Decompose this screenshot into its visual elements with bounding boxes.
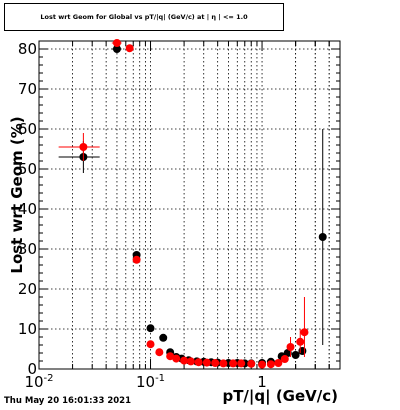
data-point-red	[125, 44, 134, 53]
data-point-red	[166, 352, 175, 361]
chart-title: Lost wrt Geom for Global vs pT/|q| (GeV/…	[40, 13, 248, 21]
y-tick-label: 20	[18, 280, 37, 298]
data-point-red	[286, 343, 295, 351]
data-point-black	[298, 347, 307, 355]
data-point-red	[180, 356, 189, 365]
y-tick-label: 10	[18, 320, 37, 338]
grid-layer	[39, 41, 340, 369]
y-axis-label: Lost wrt Geom (%)	[8, 116, 26, 273]
data-point-red	[112, 39, 121, 47]
data-point-black	[291, 351, 300, 359]
points-layer	[58, 39, 327, 369]
y-tick-label: 80	[18, 40, 37, 58]
y-tick-label: 60	[18, 120, 37, 138]
data-point-red	[229, 359, 238, 368]
x-tick-label: 10-2	[24, 373, 53, 391]
x-tick-label: 1	[257, 373, 267, 391]
axes-layer: 0 10 20 30 40 50 60 70 80 10-2 10-1 1	[18, 40, 341, 391]
data-point-red	[132, 255, 141, 264]
data-point-red	[247, 359, 256, 368]
y-tick-label: 50	[18, 160, 37, 178]
y-tick-label: 40	[18, 200, 37, 218]
timestamp: Thu May 20 16:01:33 2021	[4, 396, 131, 406]
data-point-red	[274, 359, 283, 367]
data-point-black	[112, 45, 121, 53]
data-point-red	[146, 340, 155, 349]
x-tick-exponent: -1	[155, 373, 165, 384]
data-point-red	[155, 348, 164, 357]
data-point-red	[266, 360, 275, 369]
data-point-red	[258, 360, 267, 369]
y-tick-label: 70	[18, 80, 37, 98]
x-axis-label: pT/|q| (GeV/c)	[222, 387, 338, 406]
data-point-red	[237, 359, 246, 368]
data-point-red	[79, 143, 88, 151]
y-tick-label: 0	[27, 360, 37, 378]
data-point-red	[202, 358, 211, 367]
data-point-black	[318, 233, 327, 241]
data-point-red	[219, 359, 228, 368]
x-tick-label: 10-1	[136, 373, 165, 391]
data-point-red	[186, 357, 195, 366]
y-tick-label: 30	[18, 240, 37, 258]
data-point-red	[172, 354, 181, 363]
data-point-red	[296, 337, 305, 346]
data-point-red	[280, 355, 289, 363]
x-tick-exponent: -2	[44, 373, 54, 384]
data-point-black	[283, 349, 292, 357]
data-point-black	[159, 333, 168, 342]
data-point-red	[194, 358, 203, 367]
data-point-red	[300, 328, 309, 337]
data-point-red	[211, 359, 220, 367]
chart-title-box: Lost wrt Geom for Global vs pT/|q| (GeV/…	[4, 3, 284, 31]
plot-frame	[38, 40, 341, 370]
data-point-black	[146, 324, 155, 333]
